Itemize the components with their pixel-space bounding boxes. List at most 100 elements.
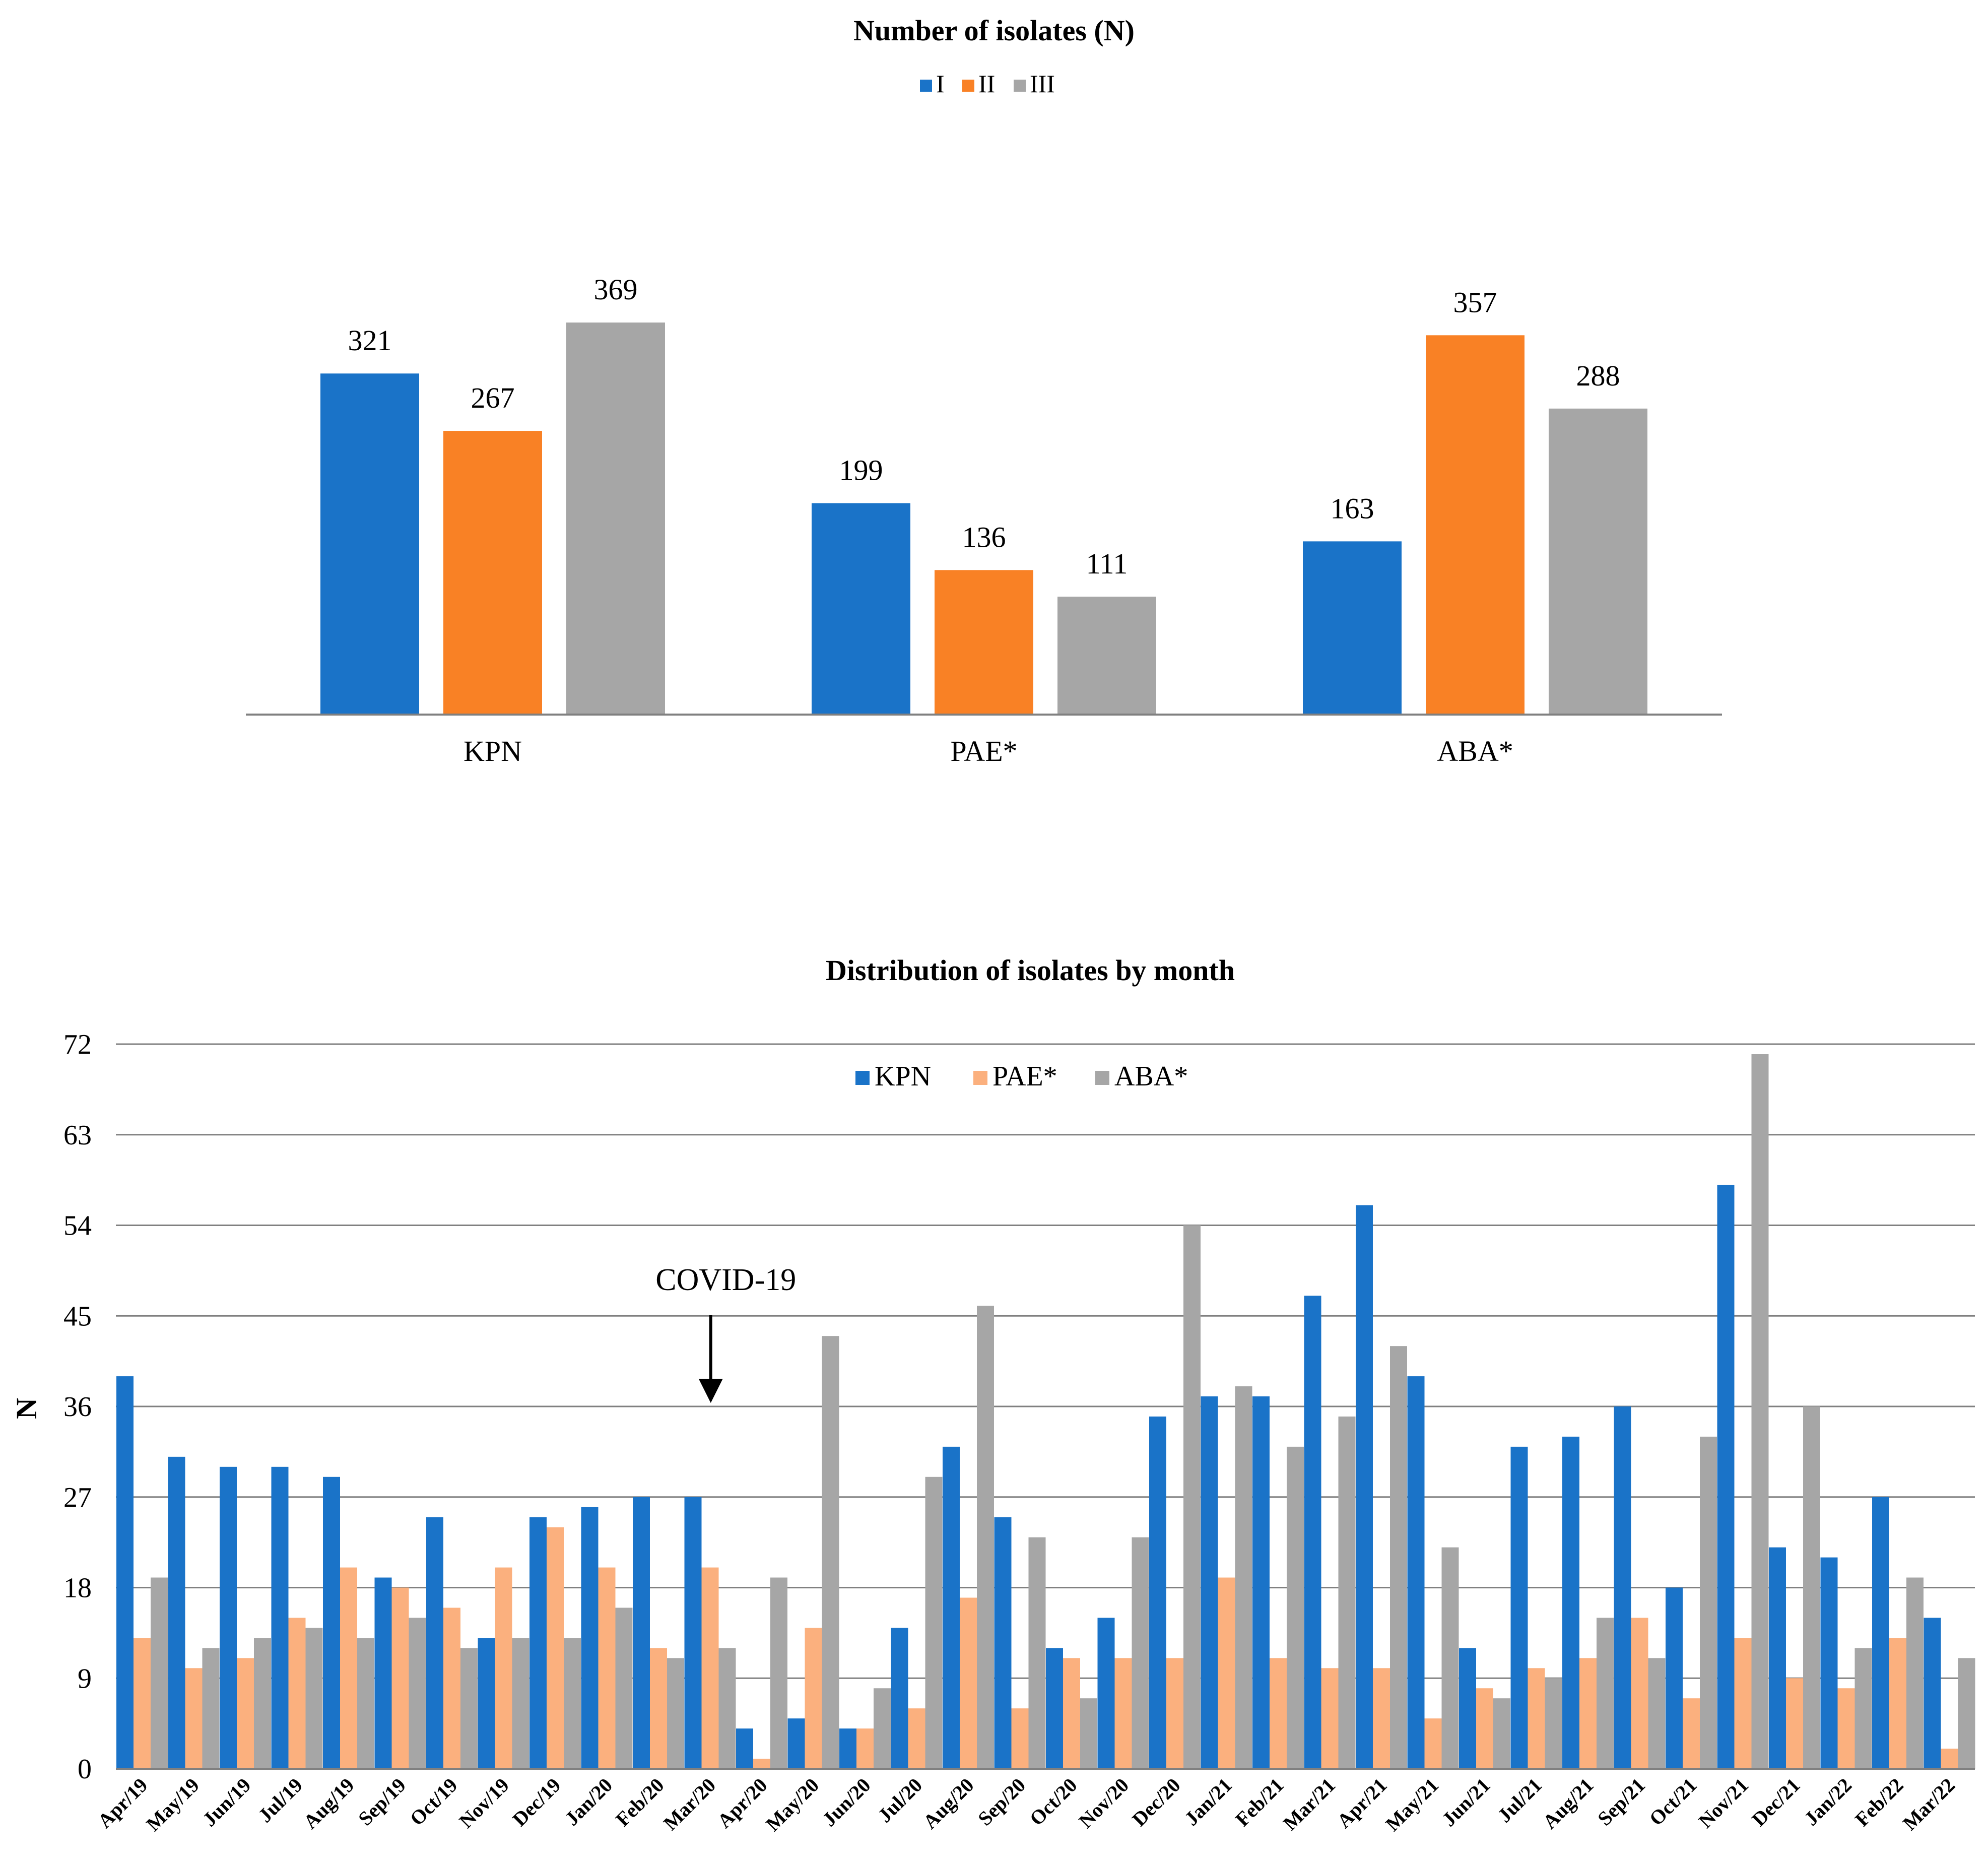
bar-Jul/21-PAE [1528,1668,1545,1769]
bar-Sep/20-KPN [994,1517,1012,1769]
bar-PAE-III [1057,596,1156,715]
bar-Oct/19-ABA [460,1648,478,1769]
x-tick-Oct/19: Oct/19 [406,1774,462,1830]
x-tick-Jul/19: Jul/19 [253,1774,307,1827]
bar-Sep/20-PAE [1011,1708,1029,1769]
x-tick-Aug/21: Aug/21 [1538,1774,1598,1833]
bar-ABA-I [1303,541,1402,715]
data-label-PAE-II: 136 [962,521,1006,553]
chart2-y-axis-label: N [10,1398,43,1419]
x-tick-Feb/22: Feb/22 [1850,1774,1908,1831]
bar-Oct/20-KPN [1046,1648,1063,1769]
data-label-ABA-II: 357 [1453,286,1497,318]
bar-Jul/19-ABA [305,1628,323,1769]
legend-label-KPN: KPN [875,1061,931,1092]
bar-Mar/21-ABA [1338,1416,1356,1769]
bar-ABA-II [1426,335,1525,715]
bar-Jan/20-ABA [615,1608,633,1769]
x-tick-May/19: May/19 [142,1774,204,1836]
x-tick-ABA: ABA* [1437,735,1513,767]
bar-Sep/19-ABA [409,1618,426,1769]
bar-Nov/20-ABA [1132,1537,1149,1769]
bar-Oct/21-PAE [1683,1698,1700,1769]
isolates-count-chart: Number of isolates (N) I II III 3212673691… [246,14,1722,767]
bar-Mar/21-PAE [1321,1668,1339,1769]
x-tick-Jan/21: Jan/21 [1180,1774,1236,1830]
bar-Apr/19-PAE [134,1638,151,1769]
bar-Dec/19-PAE [547,1527,564,1769]
x-tick-Dec/19: Dec/19 [508,1774,565,1831]
bar-Mar/22-KPN [1924,1618,1941,1769]
y-tick-18: 18 [63,1573,92,1604]
x-tick-Apr/20: Apr/20 [713,1774,772,1833]
x-tick-Dec/20: Dec/20 [1128,1774,1185,1831]
covid-label: COVID-19 [655,1263,796,1297]
y-tick-36: 36 [63,1391,92,1423]
legend-label-II: II [978,70,995,98]
bar-Apr/21-ABA [1390,1346,1407,1769]
bar-May/21-ABA [1441,1547,1459,1769]
y-tick-72: 72 [63,1029,92,1060]
x-tick-PAE: PAE* [950,735,1017,767]
legend-label-III: III [1030,70,1055,98]
bar-May/21-KPN [1407,1376,1425,1769]
x-tick-Feb/21: Feb/21 [1231,1774,1288,1831]
bar-Apr/21-KPN [1356,1205,1373,1769]
legend-swatch-III [1014,80,1026,92]
x-tick-Nov/19: Nov/19 [454,1774,513,1833]
bar-Jun/21-PAE [1476,1688,1493,1769]
bar-Feb/21-PAE [1270,1658,1287,1769]
bar-Feb/21-KPN [1252,1396,1270,1769]
bar-May/19-KPN [168,1456,185,1769]
bar-Mar/20-PAE [701,1567,719,1769]
bar-KPN-I [320,373,419,715]
bar-Aug/19-PAE [340,1567,357,1769]
x-tick-Mar/21: Mar/21 [1279,1774,1340,1835]
x-tick-Jan/22: Jan/22 [1800,1774,1856,1830]
x-tick-May/21: May/21 [1381,1774,1443,1836]
bar-Jun/19-KPN [220,1466,237,1769]
bar-Aug/21-ABA [1597,1618,1614,1769]
monthly-distribution-chart: Distribution of isolates by month 0 9 18 27… [10,954,1975,1836]
bar-Jul/20-KPN [891,1628,908,1769]
bar-Nov/21-PAE [1734,1638,1752,1769]
bar-Oct/19-PAE [443,1608,460,1769]
bar-Jul/21-ABA [1545,1678,1562,1769]
data-label-KPN-I: 321 [348,324,392,357]
bar-Jun/20-ABA [874,1688,891,1769]
y-tick-27: 27 [63,1482,92,1513]
chart2-title: Distribution of isolates by month [826,954,1235,987]
bar-Dec/21-ABA [1803,1406,1820,1769]
bar-Nov/19-PAE [495,1567,512,1769]
bar-Dec/20-PAE [1166,1658,1183,1769]
x-tick-KPN: KPN [463,735,522,767]
bar-May/20-PAE [805,1628,822,1769]
bar-Jan/21-KPN [1201,1396,1218,1769]
legend-swatch-II [962,80,974,92]
x-tick-Jul/21: Jul/21 [1493,1774,1546,1827]
bar-Jun/21-ABA [1493,1698,1510,1769]
data-label-KPN-III: 369 [594,273,638,306]
bar-Dec/21-KPN [1769,1547,1786,1769]
x-tick-Oct/20: Oct/20 [1025,1774,1082,1830]
bar-PAE-II [935,570,1033,715]
bar-Feb/20-ABA [667,1658,684,1769]
covid-annotation: COVID-19 [655,1263,796,1403]
x-tick-Dec/21: Dec/21 [1747,1774,1805,1831]
x-tick-Aug/19: Aug/19 [299,1774,358,1833]
bar-Dec/19-KPN [529,1517,547,1769]
bar-Mar/20-KPN [684,1497,702,1769]
bar-Aug/21-KPN [1562,1436,1579,1769]
bar-Nov/21-KPN [1717,1185,1735,1769]
bar-Jan/22-ABA [1854,1648,1872,1769]
bar-Oct/21-ABA [1700,1436,1717,1769]
bar-May/20-KPN [787,1718,805,1769]
legend-swatch-I [920,80,932,92]
bar-Sep/21-KPN [1614,1406,1631,1769]
bar-Jun/19-PAE [237,1658,254,1769]
legend-swatch-KPN [855,1071,870,1085]
bar-Oct/20-ABA [1080,1698,1097,1769]
bar-Jul/20-ABA [925,1476,943,1769]
chart1-x-ticks: KPN PAE* ABA* [463,735,1513,767]
bar-Dec/19-ABA [564,1638,581,1769]
